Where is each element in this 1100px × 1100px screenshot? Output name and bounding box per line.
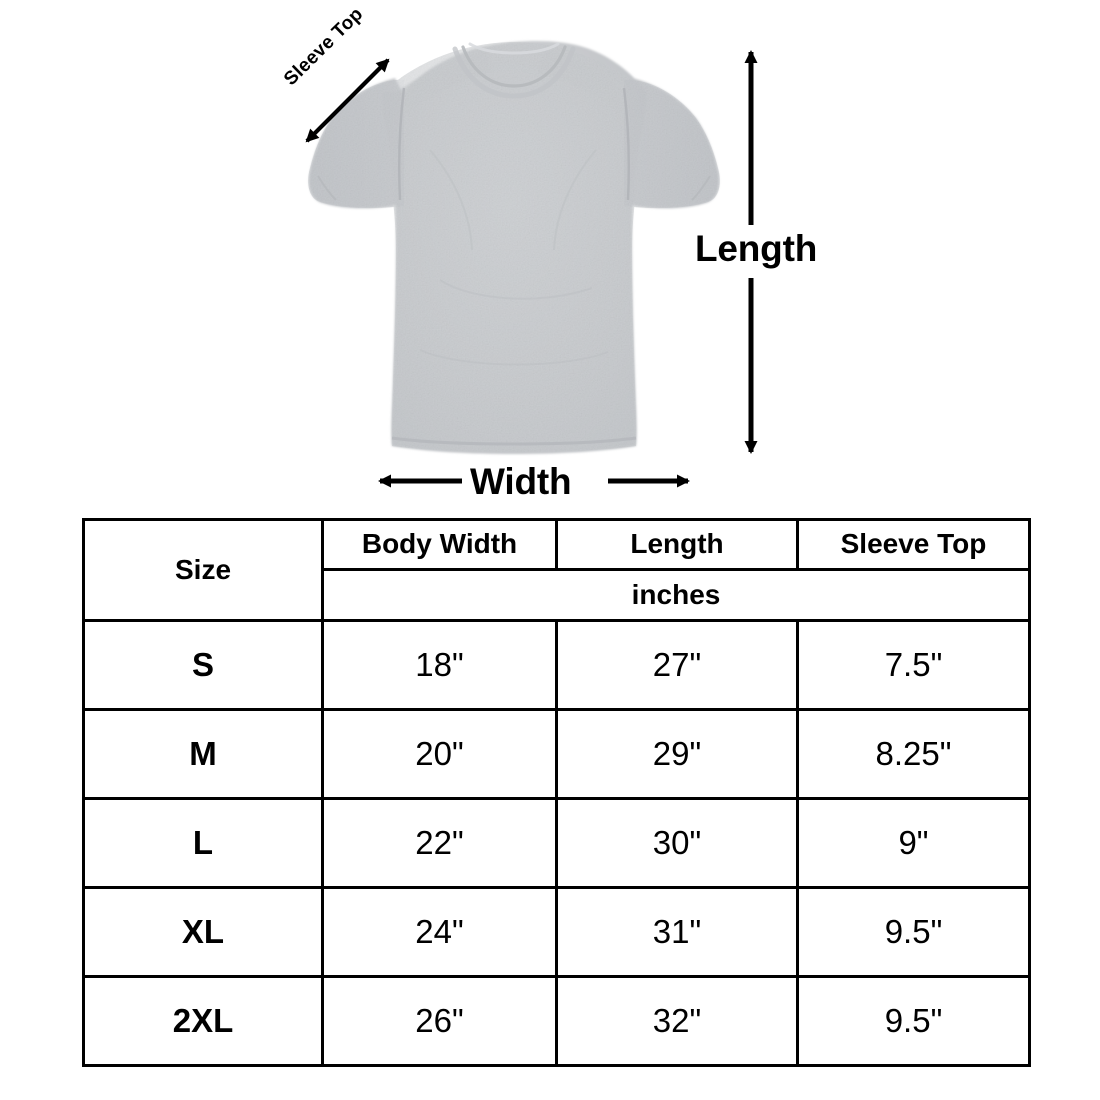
cell-sleeve-top: 9" (796, 797, 1031, 889)
header-sleeve-top: Sleeve Top (796, 518, 1031, 571)
table-row: S 18" 27" 7.5" (82, 619, 1031, 711)
cell-body-width: 24" (321, 886, 558, 978)
width-label: Width (470, 461, 572, 502)
table-row: XL 24" 31" 9.5" (82, 886, 1031, 978)
length-label: Length (695, 228, 818, 269)
cell-sleeve-top: 9.5" (796, 975, 1031, 1067)
cell-body-width: 18" (321, 619, 558, 711)
table-row: L 22" 30" 9" (82, 797, 1031, 889)
cell-size: XL (82, 886, 324, 978)
header-size: Size (82, 518, 324, 622)
cell-sleeve-top: 9.5" (796, 886, 1031, 978)
table-body: S 18" 27" 7.5" M 20" 29" 8.25" L 22" 30"… (82, 619, 1031, 1067)
cell-sleeve-top: 8.25" (796, 708, 1031, 800)
header-body-width: Body Width (321, 518, 558, 571)
tshirt-illustration: Length Width Sleeve Top (0, 0, 1100, 505)
cell-length: 29" (555, 708, 799, 800)
dimension-arrows (305, 50, 758, 488)
cell-body-width: 20" (321, 708, 558, 800)
cell-size: 2XL (82, 975, 324, 1067)
size-chart-table: Size Body Width Length Sleeve Top inches… (82, 518, 1031, 1067)
tshirt-graphic (308, 41, 720, 455)
header-units: inches (321, 567, 1031, 623)
header-row-units: inches (84, 567, 1031, 623)
cell-size: L (82, 797, 324, 889)
sleeve-top-arrow (305, 58, 390, 143)
header-length: Length (555, 518, 799, 571)
cell-length: 30" (555, 797, 799, 889)
cell-length: 31" (555, 886, 799, 978)
header-row-metrics: Size Body Width Length Sleeve Top (82, 518, 1031, 622)
cell-sleeve-top: 7.5" (796, 619, 1031, 711)
cell-length: 27" (555, 619, 799, 711)
cell-size: S (82, 619, 324, 711)
cell-size: M (82, 708, 324, 800)
cell-body-width: 22" (321, 797, 558, 889)
cell-length: 32" (555, 975, 799, 1067)
table-row: M 20" 29" 8.25" (82, 708, 1031, 800)
cell-body-width: 26" (321, 975, 558, 1067)
table-row: 2XL 26" 32" 9.5" (82, 975, 1031, 1067)
table-header: Size Body Width Length Sleeve Top inches (82, 518, 1031, 623)
